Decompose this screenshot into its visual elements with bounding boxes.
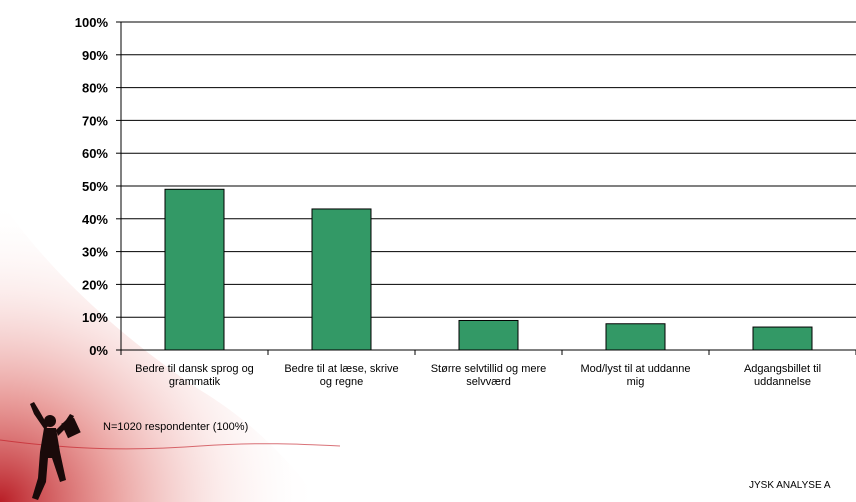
y-tick-label: 10%	[82, 310, 108, 325]
y-tick-label: 50%	[82, 179, 108, 194]
bar	[752, 326, 813, 351]
category-label: Adgangsbillet til uddannelse	[744, 363, 821, 388]
y-tick-label: 30%	[82, 245, 108, 260]
y-tick-label: 20%	[82, 277, 108, 292]
y-tick-label: 60%	[82, 146, 108, 161]
axes	[116, 21, 856, 355]
y-tick-label: 80%	[82, 81, 108, 96]
category-label: Større selvtillid og mere selvværd	[431, 363, 547, 388]
category-label: Bedre til dansk sprog og grammatik	[135, 363, 254, 388]
y-tick-labels: 0% 10% 20% 30% 40% 50% 60% 70% 80% 90% 100%	[75, 15, 109, 358]
category-label: Mod/lyst til at uddanne mig	[580, 363, 690, 388]
y-tick-label: 90%	[82, 48, 108, 63]
y-tick-label: 70%	[82, 113, 108, 128]
respondents-note: N=1020 respondenter (100%)	[103, 421, 249, 433]
bars	[164, 188, 813, 351]
footer-brand: JYSK ANALYSE A	[749, 480, 831, 491]
y-tick-label: 100%	[75, 15, 109, 30]
category-label: Bedre til at læse, skrive og regne	[284, 363, 398, 388]
bar	[311, 208, 372, 351]
y-tick-label: 40%	[82, 212, 108, 227]
runner-silhouette-icon	[30, 402, 81, 500]
x-category-labels: Bedre til dansk sprog og grammatik Bedre t…	[135, 363, 821, 388]
bar	[164, 188, 225, 351]
bar	[458, 319, 519, 351]
bar	[605, 323, 666, 351]
y-tick-label: 0%	[89, 343, 108, 358]
gridlines	[121, 21, 856, 318]
swoosh-shape	[0, 200, 320, 502]
